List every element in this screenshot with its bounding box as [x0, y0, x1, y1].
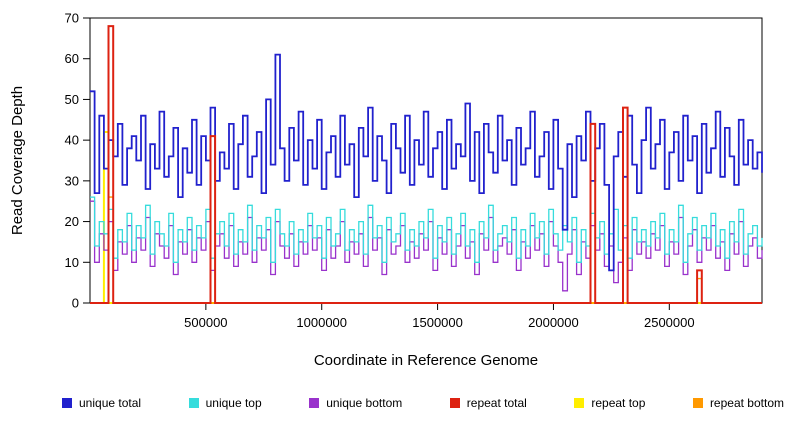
legend-swatch-unique-total-icon [62, 398, 72, 408]
legend-label-repeat-total: repeat total [466, 396, 527, 410]
y-tick-label: 10 [65, 255, 79, 270]
legend-label-unique-top: unique top [205, 396, 262, 410]
legend-item-unique-bottom: unique bottom [309, 396, 402, 410]
y-tick-label: 20 [65, 214, 79, 229]
chart-legend: unique total unique top unique bottom re… [62, 396, 784, 410]
y-tick-label: 0 [72, 296, 79, 311]
series-unique-top [90, 196, 763, 263]
y-tick-label: 70 [65, 11, 79, 26]
x-axis-title: Coordinate in Reference Genome [314, 352, 538, 369]
y-tick-label: 30 [65, 173, 79, 188]
legend-item-repeat-bottom: repeat bottom [692, 396, 784, 410]
x-tick-label: 2500000 [644, 315, 695, 330]
y-axis-title: Read Coverage Depth [9, 86, 26, 235]
x-tick-label: 2000000 [528, 315, 579, 330]
x-tick-label: 1500000 [412, 315, 463, 330]
series-unique-bottom [90, 200, 763, 292]
y-tick-label: 60 [65, 51, 79, 66]
legend-swatch-unique-bottom-icon [309, 398, 320, 408]
legend-label-repeat-top: repeat top [591, 396, 646, 410]
legend-label-unique-total: unique total [79, 396, 142, 410]
legend-item-unique-total: unique total [62, 396, 141, 410]
series-unique-total [90, 53, 763, 272]
x-tick-label: 500000 [184, 315, 227, 330]
plot-box [89, 17, 763, 304]
y-tick-label: 40 [65, 133, 79, 148]
legend-swatch-repeat-total-icon [449, 398, 460, 408]
legend-item-unique-top: unique top [188, 396, 262, 410]
series-repeat-total [90, 25, 762, 304]
coverage-chart: 0 10 20 30 40 50 60 70 500000 1000000 1500000 20000… [9, 11, 763, 369]
legend-item-repeat-total: repeat total [449, 396, 527, 410]
legend-label-repeat-bottom: repeat bottom [709, 396, 784, 410]
legend-item-repeat-top: repeat top [574, 396, 645, 410]
legend-swatch-repeat-bottom-icon [692, 398, 703, 408]
y-tick-label: 50 [65, 92, 79, 107]
legend-swatch-unique-top-icon [188, 398, 199, 408]
legend-label-unique-bottom: unique bottom [326, 396, 403, 410]
x-tick-label: 1000000 [296, 315, 347, 330]
legend-swatch-repeat-top-icon [574, 398, 585, 408]
